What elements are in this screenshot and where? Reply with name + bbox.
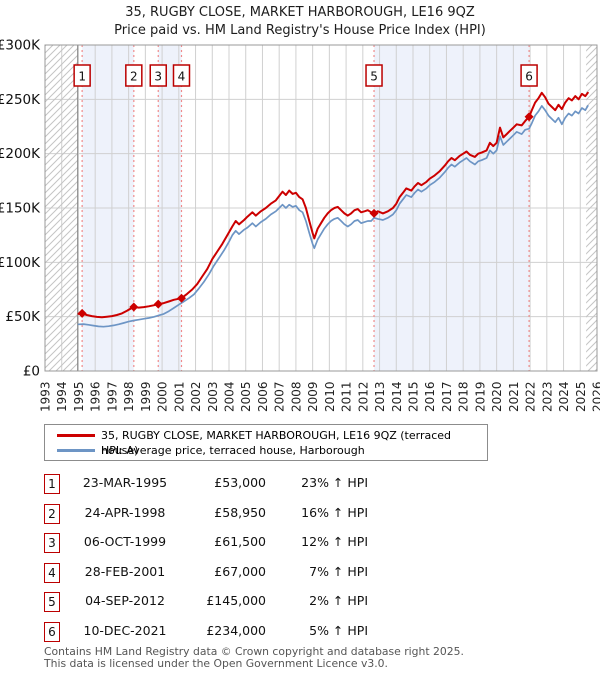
svg-text:1997: 1997 (105, 381, 119, 412)
svg-text:1999: 1999 (139, 381, 153, 412)
sale-row-2: 2 24-APR-1998 £58,950 16% ↑ HPI (0, 504, 600, 524)
svg-text:2008: 2008 (289, 381, 303, 412)
sale-number-badge: 1 (44, 474, 60, 494)
sale-number-badge: 4 (44, 563, 60, 583)
sale-date: 24-APR-1998 (84, 505, 166, 520)
svg-text:2005: 2005 (239, 381, 253, 412)
sale-row-4: 4 28-FEB-2001 £67,000 7% ↑ HPI (0, 563, 600, 583)
svg-text:£0: £0 (23, 364, 40, 380)
page-title-line1: 35, RUGBY CLOSE, MARKET HARBOROUGH, LE16… (125, 5, 475, 20)
sale-date: 06-OCT-1999 (83, 534, 167, 549)
svg-text:2009: 2009 (306, 381, 320, 412)
svg-text:2010: 2010 (323, 381, 337, 412)
svg-text:2022: 2022 (524, 381, 538, 412)
svg-text:£150K: £150K (0, 201, 41, 217)
svg-text:£200K: £200K (0, 146, 41, 162)
sale-hpi-delta: 7% ↑ HPI (309, 564, 368, 579)
sale-number-badge: 2 (44, 504, 60, 524)
sale-hpi-delta: 5% ↑ HPI (309, 623, 368, 638)
svg-text:£100K: £100K (0, 255, 41, 271)
svg-text:2: 2 (130, 70, 138, 84)
sale-hpi-delta: 16% ↑ HPI (301, 505, 368, 520)
svg-text:2002: 2002 (189, 381, 203, 412)
svg-text:2020: 2020 (490, 381, 504, 412)
svg-text:2006: 2006 (256, 381, 270, 412)
svg-text:2014: 2014 (390, 381, 404, 412)
footer-line1: Contains HM Land Registry data © Crown c… (44, 645, 464, 658)
svg-text:2016: 2016 (423, 381, 437, 412)
svg-text:1993: 1993 (39, 381, 53, 412)
svg-text:2007: 2007 (273, 381, 287, 412)
svg-text:£300K: £300K (0, 38, 41, 54)
legend-label-hpi: HPI: Average price, terraced house, Harb… (101, 444, 365, 457)
svg-text:£50K: £50K (5, 309, 41, 325)
sale-price: £145,000 (206, 593, 266, 608)
chart-legend: 35, RUGBY CLOSE, MARKET HARBOROUGH, LE16… (44, 424, 488, 461)
sale-number-badge: 6 (44, 622, 60, 642)
svg-text:4: 4 (178, 70, 186, 84)
svg-text:2025: 2025 (574, 381, 588, 412)
sale-number-badge: 3 (44, 533, 60, 553)
sale-price: £67,000 (214, 564, 266, 579)
sale-row-1: 1 23-MAR-1995 £53,000 23% ↑ HPI (0, 474, 600, 494)
svg-text:1994: 1994 (55, 381, 69, 412)
svg-text:1: 1 (78, 70, 86, 84)
svg-text:2024: 2024 (557, 381, 571, 412)
svg-text:2015: 2015 (407, 381, 421, 412)
svg-text:2011: 2011 (340, 381, 354, 412)
hpi-line-swatch (57, 449, 95, 452)
svg-text:1996: 1996 (89, 381, 103, 412)
sale-row-3: 3 06-OCT-1999 £61,500 12% ↑ HPI (0, 533, 600, 553)
svg-text:6: 6 (525, 70, 533, 84)
sale-price: £234,000 (206, 623, 266, 638)
sale-hpi-delta: 23% ↑ HPI (301, 475, 368, 490)
footer-line2: This data is licensed under the Open Gov… (44, 656, 388, 670)
property-line-swatch (57, 434, 95, 437)
sale-date: 23-MAR-1995 (82, 475, 168, 490)
svg-text:£250K: £250K (0, 92, 41, 108)
svg-text:2012: 2012 (356, 381, 370, 412)
svg-text:2017: 2017 (440, 381, 454, 412)
svg-text:2018: 2018 (457, 381, 471, 412)
svg-text:2026: 2026 (591, 381, 600, 412)
sale-number-badge: 5 (44, 592, 60, 612)
svg-text:2019: 2019 (473, 381, 487, 412)
legend-item-hpi: HPI: Average price, terraced house, Harb… (45, 443, 487, 458)
page-title: 35, RUGBY CLOSE, MARKET HARBOROUGH, LE16… (0, 4, 600, 40)
sale-price: £58,950 (214, 505, 266, 520)
svg-text:3: 3 (154, 70, 162, 84)
svg-text:1998: 1998 (122, 381, 136, 412)
sale-price: £61,500 (214, 534, 266, 549)
sale-hpi-delta: 2% ↑ HPI (309, 593, 368, 608)
svg-text:2001: 2001 (172, 381, 186, 412)
sale-hpi-delta: 12% ↑ HPI (301, 534, 368, 549)
legend-item-property: 35, RUGBY CLOSE, MARKET HARBOROUGH, LE16… (45, 428, 487, 457)
sale-date: 04-SEP-2012 (85, 593, 165, 608)
svg-text:2021: 2021 (507, 381, 521, 412)
sale-date: 28-FEB-2001 (84, 564, 166, 579)
price-history-chart: 1 2 3 4 5 6 £0 £50K £100K £150K £200K £250K £300K 199… (0, 38, 600, 413)
sale-date: 10-DEC-2021 (83, 623, 167, 638)
legend-label-property: 35, RUGBY CLOSE, MARKET HARBOROUGH, LE16… (101, 429, 452, 457)
sale-price: £53,000 (214, 475, 266, 490)
svg-text:2023: 2023 (540, 381, 554, 412)
license-footer: Contains HM Land Registry data © Crown c… (44, 646, 584, 669)
sale-row-6: 6 10-DEC-2021 £234,000 5% ↑ HPI (0, 622, 600, 642)
svg-text:2013: 2013 (373, 381, 387, 412)
svg-text:2000: 2000 (156, 381, 170, 412)
sale-row-5: 5 04-SEP-2012 £145,000 2% ↑ HPI (0, 592, 600, 612)
svg-text:5: 5 (370, 70, 378, 84)
svg-text:1995: 1995 (72, 381, 86, 412)
svg-text:2004: 2004 (223, 381, 237, 412)
svg-text:2003: 2003 (206, 381, 220, 412)
page-title-line2: Price paid vs. HM Land Registry's House … (114, 23, 486, 38)
